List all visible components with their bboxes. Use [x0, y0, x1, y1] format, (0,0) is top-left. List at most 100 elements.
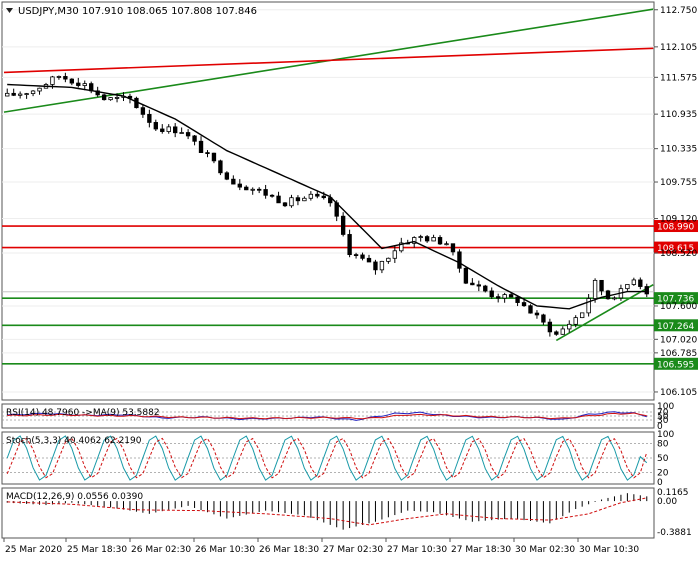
- price-tick-label: 111.575: [660, 73, 697, 83]
- stoch-series-line: [6, 437, 648, 479]
- candle-body: [17, 93, 23, 96]
- candle-body: [399, 242, 404, 252]
- candle-body: [321, 195, 326, 199]
- candle-body: [483, 285, 488, 292]
- time-tick-label: 26 Mar 18:30: [259, 545, 319, 555]
- price-tick-label: 109.755: [660, 178, 697, 188]
- candle-body: [315, 193, 320, 197]
- candle-body: [631, 279, 637, 285]
- candle-body: [599, 279, 604, 292]
- candle-body: [625, 284, 630, 290]
- candle-body: [263, 189, 268, 196]
- trendline: [555, 283, 654, 342]
- candle-body: [211, 152, 217, 162]
- indicator-tick-label: 100: [657, 430, 674, 440]
- time-tick-label: 30 Mar 10:30: [579, 545, 639, 555]
- candle-body: [153, 122, 158, 130]
- candle-body: [515, 296, 520, 303]
- indicator-tick-label: 100: [657, 402, 674, 412]
- candle-body: [50, 76, 55, 85]
- candle-body: [638, 279, 643, 287]
- candle-body: [282, 202, 288, 207]
- candle-body: [192, 135, 197, 142]
- level-price-tag: [654, 241, 698, 254]
- indicator-tick-label: 30: [657, 416, 669, 426]
- candle-body: [353, 254, 359, 257]
- price-tick-label: 108.520: [660, 249, 697, 259]
- candle-body: [82, 83, 87, 86]
- candle-body: [76, 82, 81, 86]
- level-price-label: 106.595: [657, 360, 694, 370]
- candle-body: [412, 237, 417, 244]
- time-tick-label: 26 Mar 02:30: [131, 545, 191, 555]
- candle-body: [224, 172, 230, 180]
- time-axis: 25 Mar 2020 25 Mar 18:30 26 Mar 02:30 26 Ma…: [3, 538, 639, 555]
- macd-tick-label: 0.1165: [657, 488, 689, 498]
- candle-body: [457, 251, 462, 269]
- price-tick-label: 106.105: [660, 388, 697, 398]
- time-tick-label: 30 Mar 02:30: [515, 545, 575, 555]
- candle-body: [302, 197, 307, 202]
- macd-signal-line: [7, 497, 647, 526]
- candle-body: [244, 186, 249, 191]
- collapse-icon[interactable]: [6, 8, 13, 13]
- candle-body: [496, 296, 501, 299]
- candle-body: [250, 188, 255, 191]
- time-tick-label: 25 Mar 2020: [5, 545, 62, 555]
- candle-body: [392, 250, 398, 259]
- macd-tick-label: -0.3881: [657, 528, 692, 538]
- time-tick-label: 25 Mar 18:30: [67, 545, 127, 555]
- candle-body: [11, 92, 16, 96]
- stoch-series-line: [6, 435, 648, 481]
- candle-body: [173, 126, 178, 134]
- price-tick-label: 110.335: [660, 145, 697, 155]
- macd-panel-frame: [1, 487, 655, 539]
- candle-body: [218, 160, 223, 174]
- candle-body: [508, 294, 514, 298]
- indicator-tick-label: 70: [657, 408, 669, 418]
- level-price-tag: [654, 220, 698, 233]
- price-tick-label: 107.020: [660, 335, 697, 345]
- horizontal-levels: 108.990 108.615 107.736 107.264 106.595: [2, 220, 698, 370]
- candle-body: [567, 323, 572, 330]
- trendline: [3, 47, 654, 74]
- candle-body: [295, 197, 301, 202]
- candle-body: [554, 331, 559, 335]
- candle-body: [166, 126, 171, 132]
- candle-body: [450, 243, 456, 253]
- candle-body: [592, 279, 598, 299]
- trendlines: [3, 8, 654, 342]
- candle-body: [108, 97, 113, 101]
- candle-body: [289, 197, 294, 207]
- candle-body: [541, 314, 546, 323]
- candle-body: [373, 261, 378, 271]
- main-header: USDJPY,M30: [18, 6, 79, 17]
- price-axis: 112.750 112.105 111.575 110.935 110.335 109.7…: [654, 6, 697, 398]
- time-tick-label: 27 Mar 02:30: [323, 545, 383, 555]
- candle-body: [444, 243, 449, 246]
- candle-body: [185, 132, 191, 137]
- candle-body: [24, 93, 29, 95]
- main-grid: [2, 9, 654, 393]
- level-price-label: 108.615: [657, 244, 694, 254]
- candle-body: [147, 113, 152, 123]
- ma-line: [7, 83, 647, 310]
- time-tick-label: 27 Mar 18:30: [451, 545, 511, 555]
- time-tick-label: 26 Mar 10:30: [195, 545, 255, 555]
- rsi-header: RSI(14) 48.7960 ->MA(9) 53.5882: [6, 408, 160, 418]
- indicator-tick-label: 0: [657, 422, 663, 432]
- candle-body: [231, 178, 236, 185]
- candle-body: [612, 297, 617, 300]
- rsi-series-line: [7, 412, 647, 420]
- candle-body: [308, 193, 314, 199]
- candle-body: [528, 305, 533, 314]
- price-tick-label: 106.785: [660, 349, 697, 359]
- candle-body: [470, 282, 475, 286]
- candle-body: [237, 183, 242, 188]
- candle-body: [431, 237, 436, 242]
- candle-body: [489, 290, 494, 298]
- candle-body: [69, 78, 75, 84]
- candle-body: [63, 76, 68, 80]
- candle-body: [547, 321, 553, 333]
